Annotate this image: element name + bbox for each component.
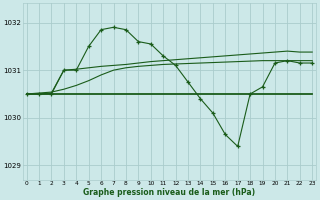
X-axis label: Graphe pression niveau de la mer (hPa): Graphe pression niveau de la mer (hPa) [83, 188, 255, 197]
